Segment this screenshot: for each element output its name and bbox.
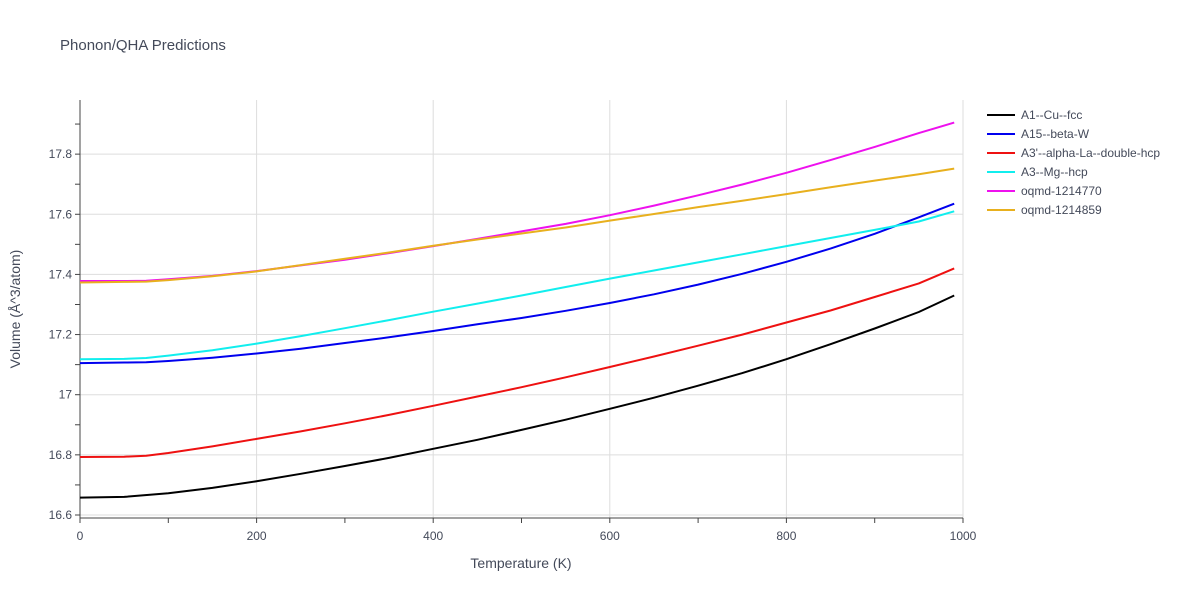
legend-label: A3'--alpha-La--double-hcp (1021, 146, 1160, 160)
legend-label: oqmd-1214770 (1021, 184, 1102, 198)
y-axis-ticks: 16.6 16.8 17 17.2 17.4 17.6 17.8 (49, 123, 80, 522)
legend-label: A3--Mg--hcp (1021, 165, 1088, 179)
series-lines (79, 121, 955, 499)
x-axis-title: Temperature (K) (470, 555, 571, 571)
x-tick-label: 600 (600, 529, 620, 543)
x-tick-label: 1000 (950, 529, 977, 543)
chart-title: Phonon/QHA Predictions (60, 37, 226, 54)
x-tick-label: 800 (776, 529, 796, 543)
gridlines (80, 100, 964, 518)
legend-item-5[interactable]: oqmd-1214859 (987, 203, 1102, 217)
x-tick-label: 200 (247, 529, 267, 543)
series-line-3 (79, 210, 955, 361)
x-tick-label: 0 (77, 529, 84, 543)
x-axis-ticks: 0 200 400 600 800 1000 (77, 518, 977, 543)
series-line-0 (79, 294, 955, 499)
legend-item-0[interactable]: A1--Cu--fcc (987, 108, 1082, 122)
y-tick-label: 17 (59, 388, 73, 402)
legend-item-1[interactable]: A15--beta-W (987, 127, 1090, 141)
series-line-5 (79, 167, 955, 284)
y-axis-title: Volume (Å^3/atom) (7, 250, 23, 369)
legend-label: A15--beta-W (1021, 127, 1090, 141)
y-tick-label: 17.8 (49, 147, 73, 161)
x-tick-label: 400 (423, 529, 443, 543)
series-line-1 (79, 202, 955, 365)
legend-item-2[interactable]: A3'--alpha-La--double-hcp (987, 146, 1160, 160)
y-tick-label: 17.4 (49, 267, 73, 281)
y-tick-label: 17.6 (49, 207, 73, 221)
y-tick-label: 16.6 (49, 508, 73, 522)
legend-label: oqmd-1214859 (1021, 203, 1102, 217)
series-line-4 (80, 121, 955, 282)
legend-item-4[interactable]: oqmd-1214770 (987, 184, 1102, 198)
legend-item-3[interactable]: A3--Mg--hcp (987, 165, 1088, 179)
y-tick-label: 17.2 (49, 328, 73, 342)
series-line-2 (79, 267, 955, 458)
legend-label: A1--Cu--fcc (1021, 108, 1082, 122)
legend[interactable]: A1--Cu--fcc A15--beta-W A3'--alpha-La--dou… (987, 108, 1160, 217)
y-tick-label: 16.8 (49, 448, 73, 462)
